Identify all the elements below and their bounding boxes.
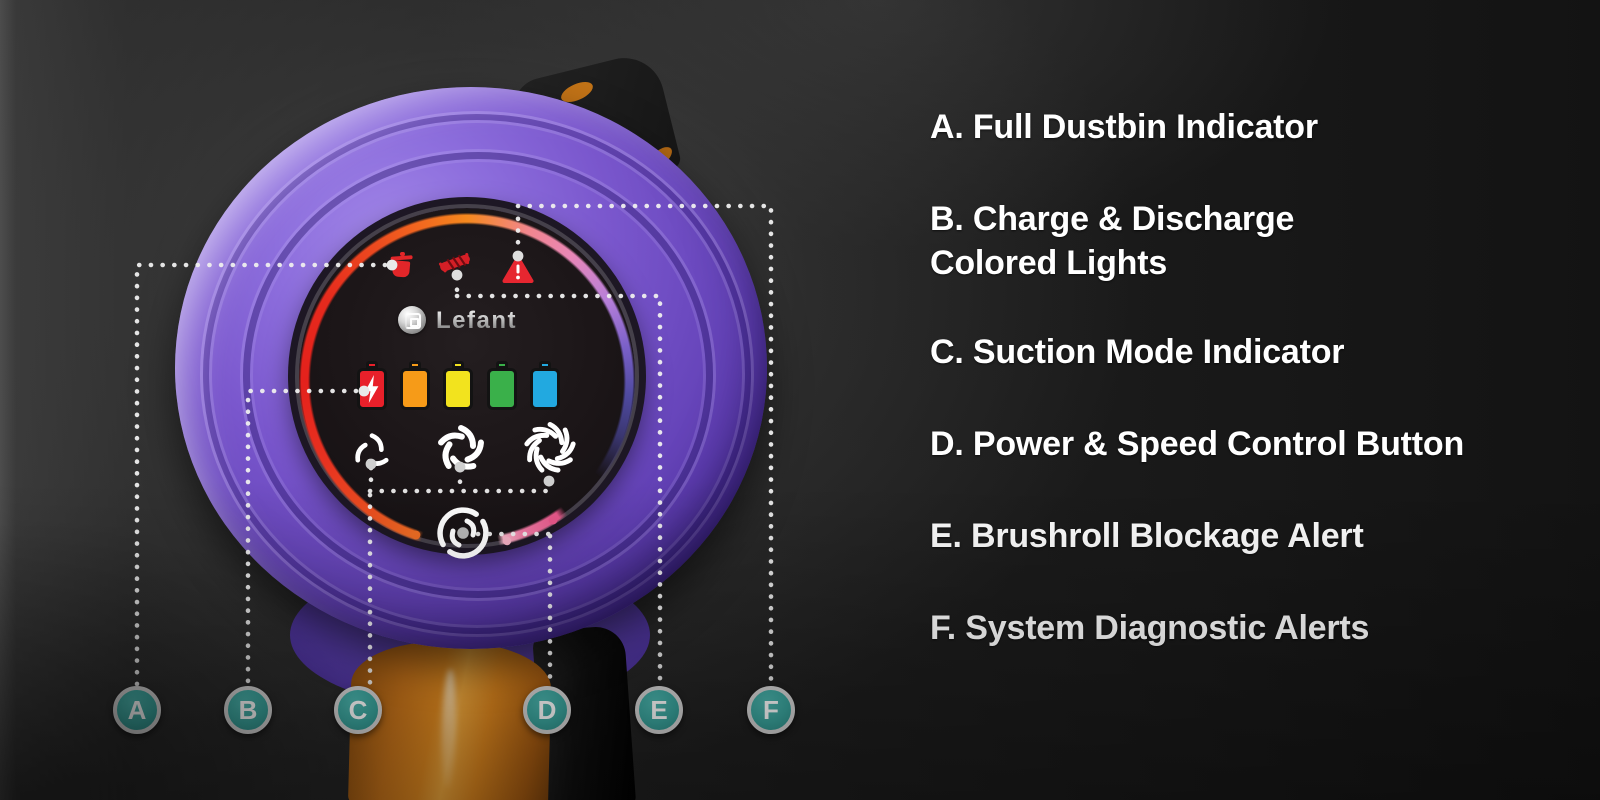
dustbin-full-icon bbox=[388, 250, 416, 280]
legend-item-f: F. System Diagnostic Alerts bbox=[930, 609, 1370, 647]
battery-red-icon bbox=[357, 368, 387, 410]
brand-wordmark: Lefant bbox=[436, 307, 517, 334]
legend-item-d: D. Power & Speed Control Button bbox=[930, 425, 1465, 463]
callout-badge-a: A bbox=[113, 686, 161, 734]
lefant-logo-icon bbox=[398, 306, 426, 334]
legend-item-c: C. Suction Mode Indicator bbox=[930, 333, 1345, 371]
battery-yellow-icon bbox=[443, 368, 473, 410]
lightning-bolt-icon bbox=[365, 375, 379, 403]
callout-badge-b: B bbox=[224, 686, 272, 734]
callout-badge-f: F bbox=[747, 686, 795, 734]
callout-badge-d: D bbox=[523, 686, 571, 734]
legend-item-b: B. Charge & Discharge Colored Lights bbox=[930, 200, 1295, 282]
legend-item-e: E. Brushroll Blockage Alert bbox=[930, 517, 1364, 555]
battery-orange-icon bbox=[400, 368, 430, 410]
callout-badge-e: E bbox=[635, 686, 683, 734]
battery-green-icon bbox=[487, 368, 517, 410]
callout-badge-c: C bbox=[334, 686, 382, 734]
legend-item-a: A. Full Dustbin Indicator bbox=[930, 108, 1318, 146]
battery-blue-icon bbox=[530, 368, 560, 410]
